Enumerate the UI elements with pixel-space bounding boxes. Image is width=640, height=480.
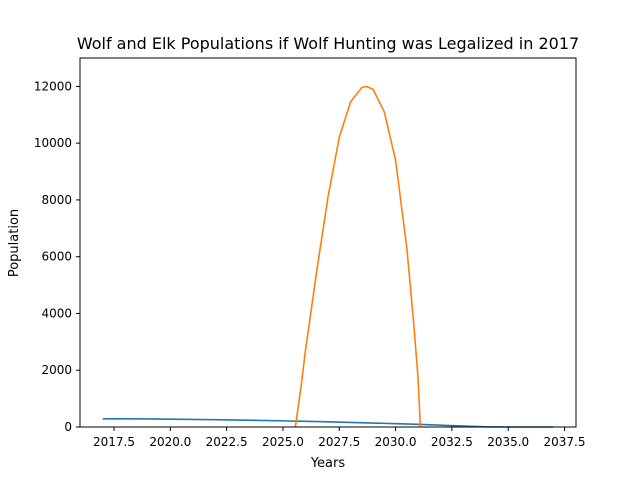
plot-frame (79, 57, 577, 428)
y-tick-label: 12000 (34, 79, 72, 93)
x-axis-label: Years (310, 456, 346, 471)
y-tick-label: 6000 (41, 250, 72, 264)
y-tick-label: 0 (64, 420, 72, 434)
x-tick-label: 2020.0 (149, 435, 191, 449)
series-line-2 (294, 85, 422, 428)
y-tick-label: 10000 (34, 136, 72, 150)
chart-title: Wolf and Elk Populations if Wolf Hunting… (77, 34, 579, 53)
axes-layer: 2017.5 2020.0 2022.5 2025.0 2027.5 2030.0 2032… (34, 79, 586, 449)
x-tick-label: 2017.5 (93, 435, 135, 449)
y-tick-label: 4000 (41, 306, 72, 320)
y-tick-label: 8000 (41, 193, 72, 207)
x-tick-label: 2025.0 (262, 435, 304, 449)
y-tick-label: 2000 (41, 363, 72, 377)
y-axis-label: Population (7, 209, 22, 277)
x-tick-label: 2032.5 (431, 435, 473, 449)
x-tick-label: 2027.5 (318, 435, 360, 449)
x-tick-label: 2022.5 (206, 435, 248, 449)
x-tick-label: 2030.0 (375, 435, 417, 449)
x-tick-label: 2037.5 (544, 435, 586, 449)
x-tick-label: 2035.0 (487, 435, 529, 449)
